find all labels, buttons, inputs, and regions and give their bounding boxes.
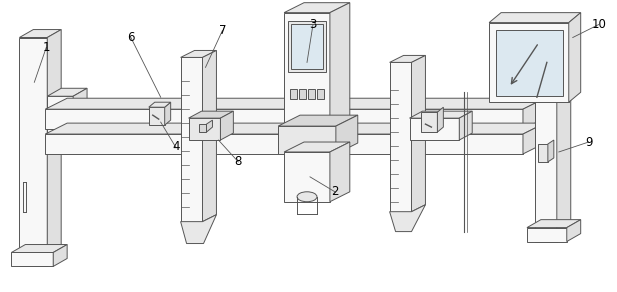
Polygon shape: [459, 111, 472, 140]
Polygon shape: [421, 112, 437, 132]
Text: 3: 3: [309, 18, 317, 31]
Polygon shape: [199, 124, 207, 132]
Polygon shape: [53, 108, 65, 122]
Polygon shape: [535, 32, 557, 241]
Polygon shape: [149, 107, 165, 125]
Polygon shape: [19, 29, 61, 37]
Polygon shape: [389, 62, 412, 212]
Polygon shape: [489, 13, 581, 22]
Polygon shape: [330, 142, 350, 202]
Polygon shape: [189, 118, 220, 140]
Polygon shape: [437, 107, 444, 132]
Polygon shape: [278, 115, 358, 126]
Polygon shape: [290, 89, 297, 99]
Polygon shape: [489, 22, 569, 102]
Polygon shape: [45, 109, 523, 129]
Polygon shape: [284, 3, 350, 13]
Polygon shape: [149, 102, 171, 107]
Text: 10: 10: [591, 18, 606, 31]
Polygon shape: [181, 58, 202, 222]
Polygon shape: [12, 244, 67, 253]
Polygon shape: [53, 244, 67, 266]
Text: 4: 4: [172, 140, 180, 154]
Polygon shape: [220, 111, 233, 140]
Polygon shape: [65, 103, 71, 122]
Polygon shape: [73, 88, 87, 134]
Polygon shape: [278, 126, 336, 154]
Polygon shape: [317, 89, 324, 99]
Polygon shape: [45, 98, 545, 109]
Text: 9: 9: [585, 135, 592, 149]
Polygon shape: [181, 215, 217, 244]
Ellipse shape: [297, 192, 317, 202]
Polygon shape: [45, 123, 545, 134]
Polygon shape: [189, 111, 233, 118]
Polygon shape: [535, 25, 571, 32]
Polygon shape: [567, 220, 581, 241]
Polygon shape: [548, 140, 554, 162]
Polygon shape: [410, 111, 472, 118]
Polygon shape: [12, 253, 53, 266]
Polygon shape: [165, 102, 171, 125]
Text: 7: 7: [218, 24, 226, 37]
Polygon shape: [330, 3, 350, 127]
Text: 8: 8: [234, 155, 242, 168]
Text: 2: 2: [331, 185, 339, 198]
Polygon shape: [496, 29, 563, 96]
Polygon shape: [569, 13, 581, 102]
Polygon shape: [284, 152, 330, 202]
Polygon shape: [45, 134, 523, 154]
Polygon shape: [527, 220, 581, 227]
Polygon shape: [48, 96, 73, 134]
Polygon shape: [523, 123, 545, 154]
Polygon shape: [181, 51, 217, 58]
Polygon shape: [284, 13, 330, 127]
Polygon shape: [557, 25, 571, 241]
Polygon shape: [412, 55, 426, 212]
Text: 6: 6: [127, 31, 135, 44]
Polygon shape: [336, 115, 358, 154]
Polygon shape: [527, 227, 567, 241]
Polygon shape: [523, 98, 545, 129]
Polygon shape: [284, 142, 350, 152]
Text: 1: 1: [43, 41, 50, 54]
Polygon shape: [538, 144, 548, 162]
Polygon shape: [299, 89, 306, 99]
Polygon shape: [202, 51, 217, 222]
Polygon shape: [48, 88, 87, 96]
Polygon shape: [389, 55, 426, 62]
Polygon shape: [53, 103, 71, 108]
Polygon shape: [48, 29, 61, 266]
Polygon shape: [410, 118, 459, 140]
Polygon shape: [389, 205, 426, 232]
Polygon shape: [207, 120, 212, 132]
Polygon shape: [291, 24, 323, 69]
Polygon shape: [19, 37, 48, 266]
Polygon shape: [308, 89, 315, 99]
Polygon shape: [288, 21, 326, 72]
